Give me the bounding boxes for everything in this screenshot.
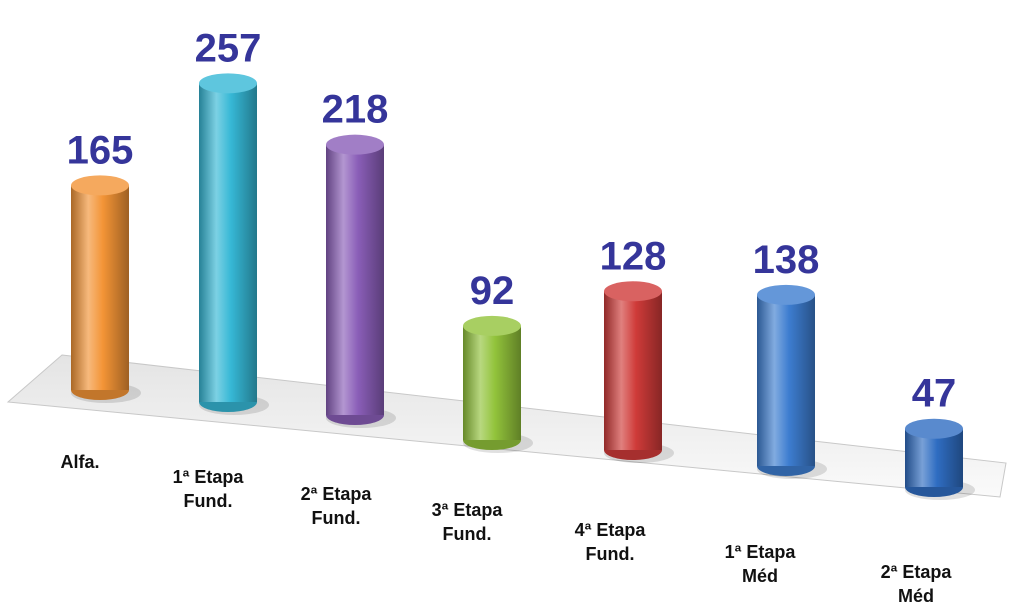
bar-top	[604, 281, 662, 302]
bar-top	[905, 418, 963, 439]
value-label: 138	[753, 238, 820, 282]
value-label: 92	[470, 269, 515, 313]
bar	[326, 144, 384, 415]
value-label: 128	[600, 234, 667, 278]
category-label: 1ª Etapa Fund.	[172, 467, 244, 511]
bar	[463, 325, 521, 440]
category-label: Alfa.	[60, 452, 100, 472]
value-label: 218	[322, 88, 389, 132]
bar	[757, 294, 815, 466]
category-label: 2ª Etapa Fund.	[300, 484, 372, 528]
category-label: 2ª Etapa Méd	[880, 562, 952, 606]
bar-top	[757, 284, 815, 305]
category-label: 4ª Etapa Fund.	[574, 520, 646, 564]
bar-top	[199, 73, 257, 94]
bar-top	[326, 134, 384, 155]
value-label: 165	[67, 128, 134, 172]
bar	[604, 291, 662, 450]
value-label: 257	[195, 26, 262, 70]
category-label: 3ª Etapa Fund.	[431, 500, 503, 544]
bar	[199, 83, 257, 402]
bar-top	[71, 175, 129, 196]
value-label: 47	[912, 372, 957, 416]
bar-top	[463, 315, 521, 336]
category-label: 1ª Etapa Méd	[724, 542, 796, 586]
bar	[71, 185, 129, 390]
